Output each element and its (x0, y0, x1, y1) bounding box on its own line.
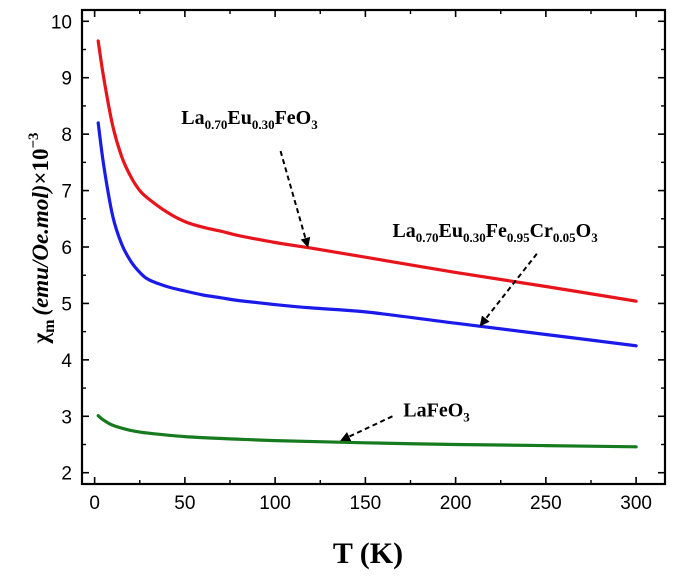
x-axis-title: T (K) (333, 537, 403, 570)
annotation-label: La0.70Eu0.30FeO3 (181, 107, 318, 132)
annotation-label: La0.70Eu0.30Fe0.95Cr0.05O3 (392, 220, 598, 245)
x-tick-label: 150 (350, 493, 382, 514)
y-tick-label: 2 (61, 464, 72, 485)
x-tick-label: 0 (89, 493, 100, 514)
y-tick-label: 8 (61, 125, 72, 146)
series-annotations: La0.70Eu0.30FeO3 La0.70Eu0.30Fe0.95Cr0.05… (181, 107, 598, 442)
x-tick-label: 300 (620, 493, 652, 514)
annotation-arrow (340, 415, 393, 442)
x-tick-label: 100 (259, 493, 291, 514)
y-tick-label: 10 (51, 12, 72, 33)
annotation-label: LaFeO3 (403, 399, 470, 424)
axis-tick-labels: 0 50 100 150 200 250 300 2 3 4 5 6 7 8 9 10 (51, 12, 652, 514)
y-tick-label: 7 (61, 182, 72, 203)
y-tick-label: 4 (61, 351, 72, 372)
axis-ticks (82, 10, 665, 484)
y-tick-label: 9 (61, 69, 72, 90)
y-tick-label: 3 (61, 407, 72, 428)
y-tick-label: 5 (61, 294, 72, 315)
plot-frame (80, 8, 667, 486)
annotation-arrow (279, 150, 311, 248)
x-tick-label: 200 (440, 493, 472, 514)
y-tick-label: 6 (61, 238, 72, 259)
series-line-La0.70Eu0.30Fe0.95Cr0.05O3 (96, 121, 638, 348)
data-series (96, 39, 638, 449)
series-line-La0.70Eu0.30FeO3 (96, 39, 638, 303)
annotation-arrow (479, 253, 538, 327)
x-tick-label: 250 (530, 493, 562, 514)
series-line-LaFeO3 (96, 414, 638, 449)
x-tick-label: 50 (174, 493, 195, 514)
y-axis-title: χm(emu/Oe.mol)×10−3 (26, 132, 58, 344)
